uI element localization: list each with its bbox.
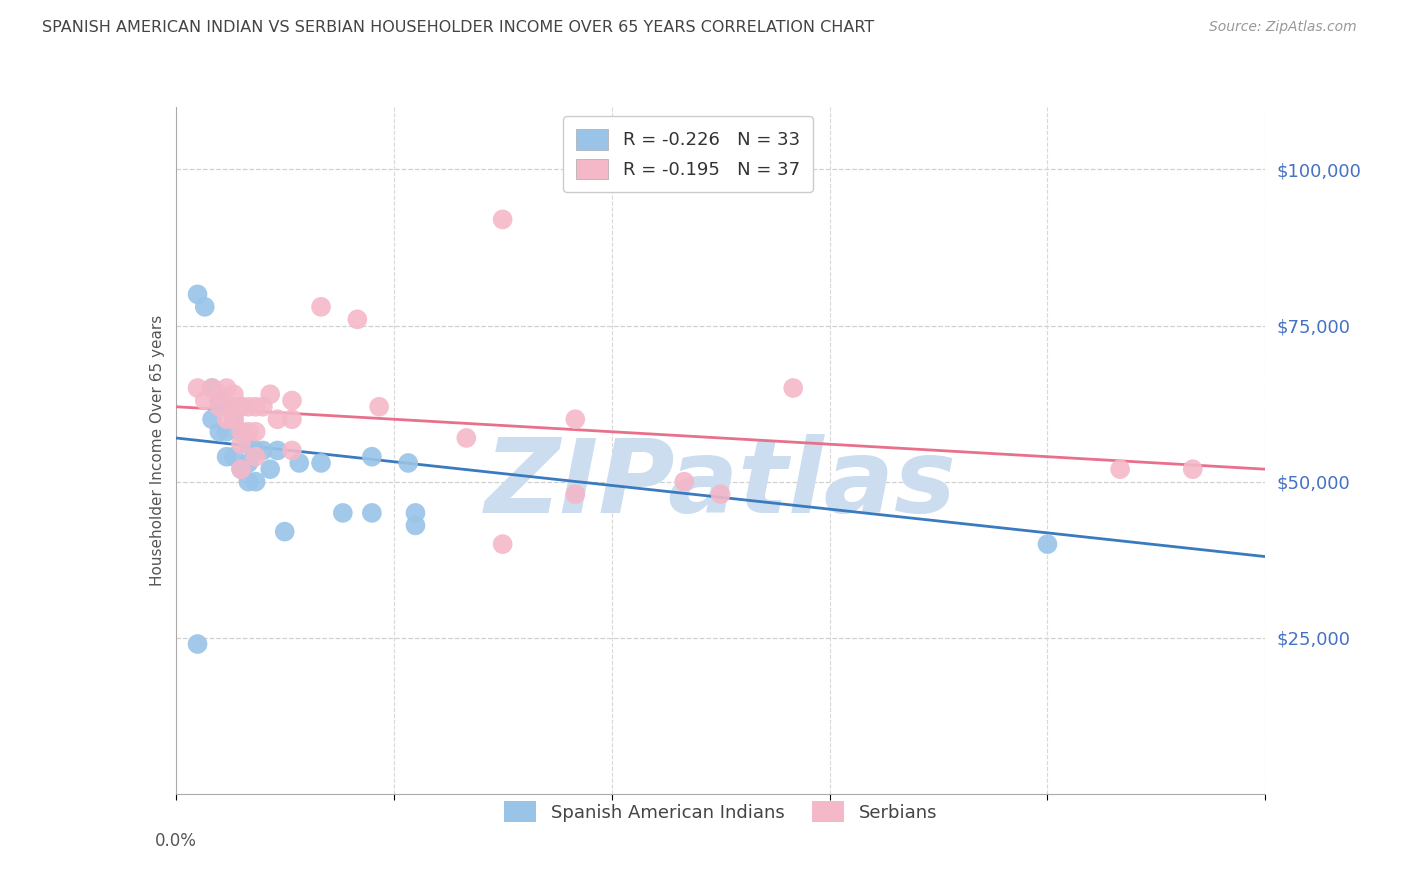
Point <box>245 400 267 414</box>
Text: Source: ZipAtlas.com: Source: ZipAtlas.com <box>1209 20 1357 34</box>
Point <box>222 412 245 426</box>
Point <box>201 381 224 395</box>
Point <box>456 431 478 445</box>
Point <box>231 437 253 451</box>
Legend: Spanish American Indians, Serbians: Spanish American Indians, Serbians <box>494 790 948 833</box>
Point <box>346 312 368 326</box>
Point <box>564 487 586 501</box>
Point <box>194 393 217 408</box>
Point <box>492 537 515 551</box>
Point <box>266 443 288 458</box>
Point <box>281 393 304 408</box>
Text: SPANISH AMERICAN INDIAN VS SERBIAN HOUSEHOLDER INCOME OVER 65 YEARS CORRELATION : SPANISH AMERICAN INDIAN VS SERBIAN HOUSE… <box>42 20 875 35</box>
Point <box>215 412 238 426</box>
Point <box>245 443 267 458</box>
Point <box>208 400 231 414</box>
Point <box>231 400 253 414</box>
Point <box>238 456 260 470</box>
Point <box>1109 462 1132 476</box>
Point <box>231 425 253 439</box>
Point <box>309 300 332 314</box>
Point <box>231 400 253 414</box>
Point <box>360 450 382 464</box>
Point <box>564 412 586 426</box>
Point <box>281 443 304 458</box>
Point <box>222 450 245 464</box>
Point <box>274 524 297 539</box>
Point <box>673 475 696 489</box>
Point <box>208 393 231 408</box>
Point <box>259 462 281 476</box>
Point <box>396 456 419 470</box>
Point <box>215 381 238 395</box>
Point <box>222 387 245 401</box>
Point <box>201 381 224 395</box>
Point <box>215 425 238 439</box>
Point <box>186 287 209 301</box>
Point <box>245 425 267 439</box>
Point <box>208 387 231 401</box>
Point <box>281 412 304 426</box>
Point <box>201 412 224 426</box>
Y-axis label: Householder Income Over 65 years: Householder Income Over 65 years <box>149 315 165 586</box>
Point <box>252 400 274 414</box>
Point <box>266 412 288 426</box>
Point <box>1181 462 1204 476</box>
Point <box>231 462 253 476</box>
Point <box>238 400 260 414</box>
Point <box>245 450 267 464</box>
Point <box>259 387 281 401</box>
Point <box>492 212 515 227</box>
Point <box>245 475 267 489</box>
Point <box>238 437 260 451</box>
Point <box>782 381 804 395</box>
Point <box>368 400 391 414</box>
Point <box>186 381 209 395</box>
Point <box>231 425 253 439</box>
Text: ZIPatlas: ZIPatlas <box>485 434 956 535</box>
Point <box>309 456 332 470</box>
Point <box>238 475 260 489</box>
Text: 0.0%: 0.0% <box>155 831 197 850</box>
Point <box>186 637 209 651</box>
Point <box>222 400 245 414</box>
Point <box>360 506 382 520</box>
Point <box>231 462 253 476</box>
Point <box>332 506 354 520</box>
Point <box>238 425 260 439</box>
Point <box>215 400 238 414</box>
Point <box>215 450 238 464</box>
Point <box>252 443 274 458</box>
Point <box>405 506 427 520</box>
Point <box>1036 537 1059 551</box>
Point <box>405 518 427 533</box>
Point <box>194 300 217 314</box>
Point <box>208 425 231 439</box>
Point <box>288 456 311 470</box>
Point <box>710 487 733 501</box>
Point <box>222 412 245 426</box>
